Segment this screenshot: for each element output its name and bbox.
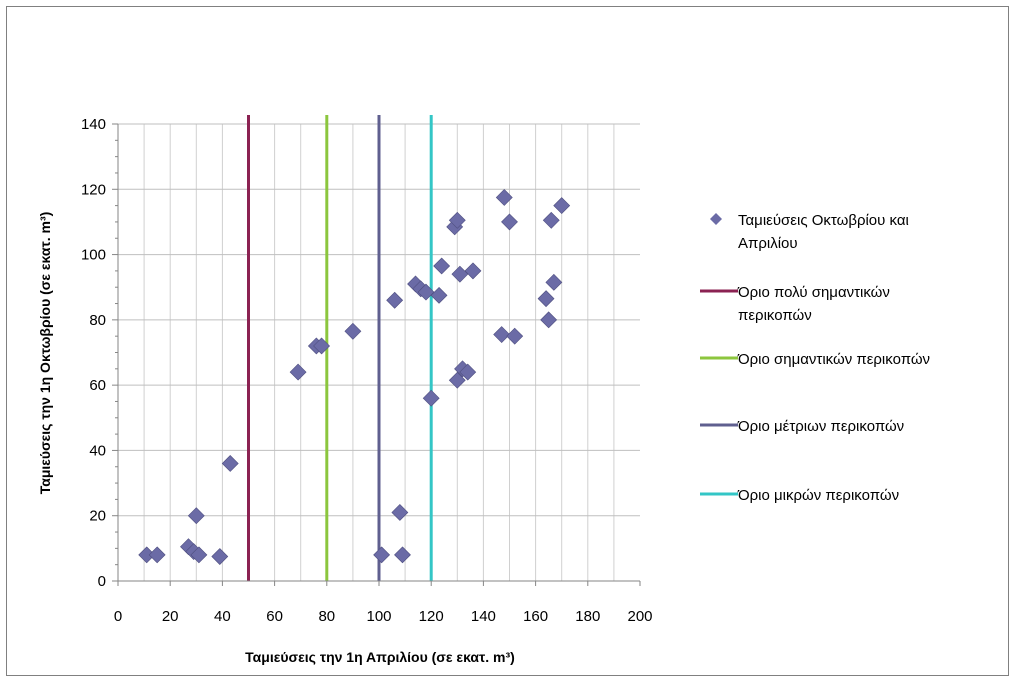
data-point	[422, 389, 440, 407]
x-tick-label: 0	[114, 608, 122, 625]
data-point	[373, 546, 391, 564]
data-point	[391, 504, 409, 521]
data-point	[344, 322, 362, 340]
data-point	[313, 337, 331, 355]
x-tick-label: 120	[419, 608, 444, 625]
data-point	[501, 213, 518, 231]
y-tick-label: 20	[89, 508, 106, 525]
legend: Ταμιεύσεις Οκτωβρίου και Απριλίου Όριο πολ…	[700, 212, 930, 504]
data-point	[537, 290, 555, 308]
x-tick-label: 20	[162, 608, 179, 625]
x-tick-label: 100	[366, 608, 391, 625]
data-point	[190, 546, 208, 564]
legend-label: Όριο σημαντικών περικοπών	[737, 351, 930, 368]
x-axis-title: Ταμιεύσεις την 1η Απριλίου (σε εκατ. m³)	[245, 649, 515, 665]
data-point	[433, 257, 451, 275]
data-point	[417, 283, 435, 301]
y-tick-label: 140	[81, 116, 106, 133]
legend-label: Όριο μικρών περικοπών	[737, 487, 899, 504]
data-point	[459, 363, 477, 381]
y-tick-label: 40	[89, 442, 106, 459]
data-point	[187, 507, 205, 525]
data-point	[289, 363, 307, 381]
x-tick-label: 200	[627, 608, 652, 625]
data-point	[542, 211, 560, 229]
y-tick-label: 0	[98, 573, 106, 590]
y-tick-label: 60	[89, 377, 106, 394]
data-point	[545, 273, 563, 291]
data-point	[448, 371, 466, 389]
data-point	[211, 548, 229, 565]
data-point	[540, 311, 558, 329]
legend-label: περικοπών	[738, 307, 812, 324]
data-point	[553, 197, 571, 215]
data-point	[495, 189, 513, 206]
axes	[112, 123, 641, 586]
x-tick-label: 160	[523, 608, 548, 625]
x-tick-label: 40	[214, 608, 231, 625]
data-point	[464, 262, 482, 280]
legend-marker	[710, 213, 722, 225]
data-point	[148, 546, 166, 564]
legend-label: Απριλίου	[738, 235, 798, 252]
data-point	[506, 327, 524, 345]
x-tick-label: 140	[471, 608, 496, 625]
data-point	[394, 546, 411, 564]
data-point	[448, 211, 466, 229]
legend-label: Ταμιεύσεις Οκτωβρίου και	[738, 212, 909, 229]
data-point	[451, 265, 469, 283]
y-tick-label: 80	[89, 312, 106, 329]
legend-label: Όριο μέτριων περικοπών	[737, 418, 904, 435]
threshold-lines	[247, 115, 433, 581]
y-tick-labels: 0 20 40 60 80 100 120 140	[81, 116, 106, 590]
data-point	[493, 326, 511, 343]
y-tick-label: 100	[81, 247, 106, 264]
x-tick-labels: 0 20 40 60 80 100 120 140 160 180 200	[114, 608, 653, 625]
legend-label: Όριο πολύ σημαντικών	[737, 284, 890, 301]
data-point	[430, 286, 448, 304]
data-point	[221, 455, 239, 472]
x-tick-label: 60	[266, 608, 283, 625]
data-point	[386, 291, 404, 309]
y-axis-title: Ταμιεύσεις την 1η Οκτωβρίου (σε εκατ. m³…	[37, 212, 53, 495]
data-points	[138, 189, 571, 565]
x-tick-label: 80	[318, 608, 335, 625]
y-tick-label: 120	[81, 181, 106, 198]
chart-frame	[6, 6, 1009, 676]
x-tick-label: 180	[575, 608, 600, 625]
